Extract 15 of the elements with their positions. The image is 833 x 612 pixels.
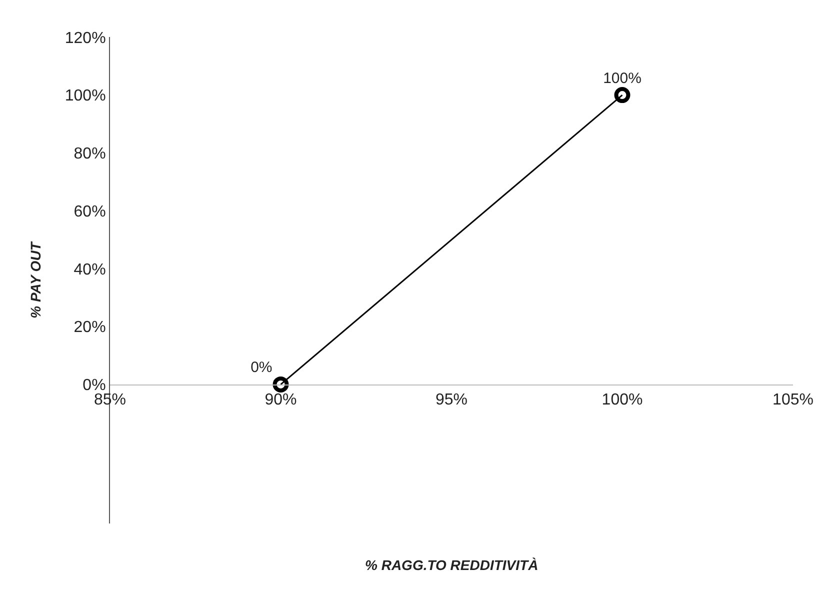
- y-tick-label: 80%: [74, 146, 106, 163]
- data-label: 100%: [603, 70, 642, 87]
- y-tick-label: 60%: [74, 203, 106, 220]
- data-label: 0%: [250, 359, 272, 376]
- x-axis-title: % RAGG.TO REDDITIVITÀ: [365, 557, 538, 573]
- y-tick-label: 20%: [74, 319, 106, 336]
- y-axis-title: % PAY OUT: [27, 240, 44, 318]
- y-tick-label: 100%: [64, 88, 106, 105]
- x-tick-label: 105%: [772, 392, 814, 409]
- y-tick-label: 0%: [82, 377, 106, 394]
- x-tick-label: 90%: [264, 392, 297, 409]
- y-tick-label: 40%: [74, 261, 106, 278]
- y-tick-label: 120%: [64, 30, 106, 47]
- x-tick-label: 95%: [435, 392, 468, 409]
- x-tick-label: 100%: [602, 392, 643, 409]
